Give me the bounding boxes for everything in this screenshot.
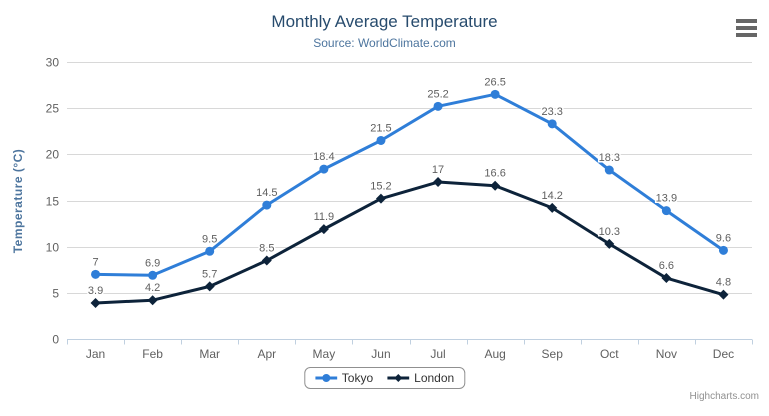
data-label: 4.2 — [145, 282, 160, 294]
y-axis-label: 0 — [52, 333, 59, 347]
x-axis-label: Jun — [371, 347, 390, 361]
data-label: 14.5 — [256, 187, 277, 199]
point-tokyo-aug[interactable] — [490, 89, 500, 99]
point-london-sep[interactable] — [547, 202, 558, 213]
chart-title: Monthly Average Temperature — [271, 12, 498, 31]
data-label: 25.2 — [427, 88, 448, 100]
point-london-jun[interactable] — [375, 193, 386, 204]
data-label: 5.7 — [202, 268, 217, 280]
x-axis-label: Aug — [484, 347, 505, 361]
y-axis-label: 15 — [46, 195, 60, 209]
data-label: 26.5 — [484, 76, 505, 88]
point-tokyo-jan[interactable] — [91, 269, 101, 279]
point-tokyo-jul[interactable] — [433, 101, 443, 111]
x-axis-label: Apr — [257, 347, 276, 361]
point-tokyo-apr[interactable] — [262, 200, 272, 210]
data-label: 11.9 — [314, 211, 335, 223]
data-label: 18.4 — [313, 151, 334, 163]
data-label: 10.3 — [599, 226, 620, 238]
data-label: 6.6 — [659, 260, 674, 272]
data-label: 7 — [92, 256, 98, 268]
point-london-mar[interactable] — [204, 281, 215, 292]
hamburger-icon — [736, 19, 757, 23]
point-london-jul[interactable] — [433, 177, 444, 188]
data-label: 6.9 — [145, 257, 160, 269]
point-tokyo-dec[interactable] — [718, 245, 728, 255]
london-legend-marker — [387, 374, 410, 382]
point-tokyo-sep[interactable] — [547, 119, 557, 129]
point-tokyo-jun[interactable] — [376, 135, 386, 145]
hamburger-icon — [736, 33, 757, 37]
y-axis-label: 20 — [46, 148, 60, 162]
point-tokyo-feb[interactable] — [148, 270, 158, 280]
legend-label-london: London — [414, 371, 455, 385]
data-label: 8.5 — [259, 243, 274, 255]
data-label: 13.9 — [656, 193, 677, 205]
data-label: 4.8 — [716, 277, 731, 289]
data-label: 14.2 — [541, 190, 562, 202]
x-axis-label: Jul — [430, 347, 445, 361]
point-london-nov[interactable] — [661, 273, 672, 284]
data-label: 21.5 — [370, 122, 391, 134]
x-axis-label: Sep — [542, 347, 564, 361]
point-london-dec[interactable] — [718, 289, 729, 300]
data-label: 3.9 — [88, 285, 103, 297]
x-axis-label: Nov — [656, 347, 677, 361]
data-label: 18.3 — [599, 152, 620, 164]
point-london-feb[interactable] — [147, 295, 158, 306]
chart-subtitle: Source: WorldClimate.com — [313, 36, 456, 50]
data-label: 15.2 — [370, 181, 391, 193]
legend-item-tokyo[interactable]: Tokyo — [314, 371, 374, 385]
x-axis-label: Feb — [142, 347, 163, 361]
point-london-jan[interactable] — [90, 297, 101, 308]
point-london-aug[interactable] — [490, 180, 501, 191]
tokyo-legend-marker — [314, 374, 337, 382]
x-axis-label: Oct — [600, 347, 619, 361]
data-label: 17 — [432, 164, 444, 176]
series-line-tokyo — [94, 92, 725, 277]
chart-context-menu-button[interactable] — [734, 17, 759, 39]
legend-label-tokyo: Tokyo — [341, 371, 374, 385]
y-axis-label: 5 — [52, 287, 59, 301]
point-london-may[interactable] — [318, 224, 329, 235]
y-axis-label: 10 — [46, 241, 60, 255]
highcharts-credits-link[interactable]: Highcharts.com — [689, 391, 759, 402]
data-label: 9.6 — [716, 232, 731, 244]
x-axis-label: Mar — [199, 347, 220, 361]
point-london-apr[interactable] — [261, 255, 272, 266]
point-london-oct[interactable] — [604, 238, 615, 249]
series-line-london — [94, 180, 725, 305]
hamburger-icon — [736, 26, 757, 30]
point-tokyo-mar[interactable] — [205, 246, 215, 256]
legend-item-london[interactable]: London — [387, 371, 454, 385]
data-label: 23.3 — [541, 106, 562, 118]
x-axis-label: May — [313, 347, 336, 361]
point-tokyo-nov[interactable] — [661, 206, 671, 216]
y-axis-label: 25 — [46, 102, 60, 116]
data-label: 9.5 — [202, 233, 217, 245]
point-tokyo-oct[interactable] — [604, 165, 614, 175]
y-axis-label: 30 — [46, 56, 60, 70]
data-label: 16.6 — [484, 168, 505, 180]
x-axis-label: Jan — [86, 347, 105, 361]
legend: Tokyo London — [303, 367, 466, 389]
x-axis-label: Dec — [713, 347, 734, 361]
point-tokyo-may[interactable] — [319, 164, 329, 174]
